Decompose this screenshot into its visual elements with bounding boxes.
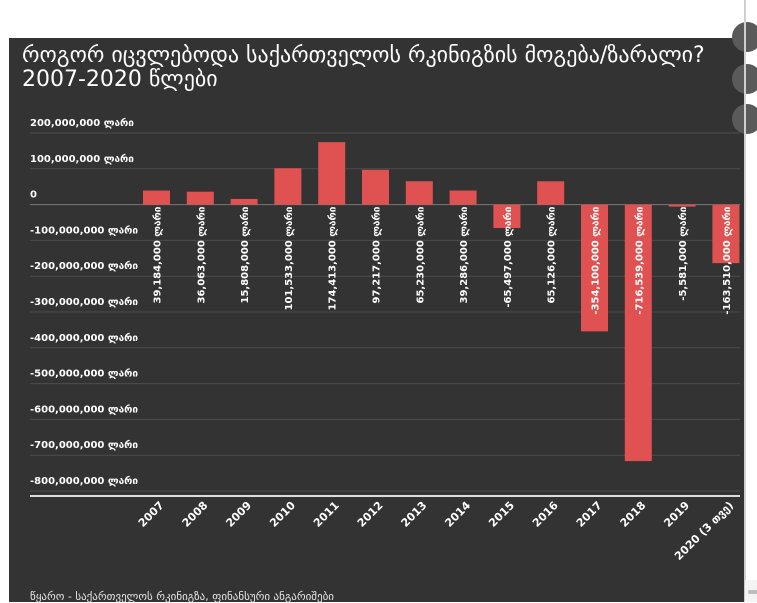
data-label: 39,184,000 ლარი bbox=[152, 206, 164, 303]
y-tick-label: -100,000,000 ლარი bbox=[30, 224, 138, 236]
bar bbox=[537, 181, 565, 205]
data-label: 65,230,000 ლარი bbox=[414, 206, 426, 303]
data-label: -716,539,000 ლარი bbox=[633, 206, 645, 314]
chart-title: როგორ იცვლებოდა საქართველოს რკინიგზის მო… bbox=[22, 43, 705, 92]
bar bbox=[186, 191, 214, 205]
y-tick-label: -700,000,000 ლარი bbox=[30, 439, 138, 451]
bar bbox=[668, 204, 696, 207]
scrollbar-track bbox=[744, 0, 746, 602]
data-label: 174,413,000 ლარი bbox=[327, 206, 339, 310]
bar bbox=[712, 204, 740, 264]
data-label: 101,533,000 ლარი bbox=[283, 206, 295, 310]
data-label: 36,063,000 ლარი bbox=[195, 206, 207, 303]
x-tick-label: 2008 bbox=[180, 499, 211, 530]
bar bbox=[274, 168, 302, 205]
x-tick-label: 2010 bbox=[267, 499, 298, 530]
bar bbox=[493, 204, 521, 229]
bar bbox=[405, 181, 433, 205]
x-tick-label: 2013 bbox=[399, 499, 430, 530]
x-tick-label: 2016 bbox=[530, 499, 561, 530]
x-tick-label: 2011 bbox=[311, 499, 342, 530]
y-tick-label: 200,000,000 ლარი bbox=[30, 117, 134, 129]
resize-handle[interactable] bbox=[744, 580, 757, 602]
x-tick-label: 2019 bbox=[661, 499, 692, 530]
bar bbox=[143, 190, 170, 205]
y-tick-label: 0 bbox=[30, 190, 37, 201]
data-label: 15,808,000 ლარი bbox=[239, 206, 251, 303]
bar bbox=[624, 204, 652, 462]
x-tick-label: 2009 bbox=[223, 499, 254, 530]
data-label: -5,581,000 ლარი bbox=[677, 206, 689, 300]
data-label: -354,100,000 ლარი bbox=[590, 206, 602, 314]
x-tick-label: 2007 bbox=[136, 499, 167, 530]
data-label: 39,286,000 ლარი bbox=[458, 206, 470, 303]
x-tick-label: 2015 bbox=[486, 499, 517, 530]
x-tick-label: 2014 bbox=[442, 499, 473, 530]
data-label: 97,217,000 ლარი bbox=[371, 206, 383, 303]
bar bbox=[362, 169, 389, 205]
data-label: -65,497,000 ლარი bbox=[502, 206, 514, 307]
y-tick-label: -500,000,000 ლარი bbox=[30, 368, 138, 380]
bar bbox=[449, 190, 477, 205]
y-tick-label: -800,000,000 ლარი bbox=[30, 475, 138, 487]
data-label: -163,510,000 ლარი bbox=[721, 206, 733, 314]
data-label: 65,126,000 ლარი bbox=[546, 206, 558, 303]
bar bbox=[318, 142, 346, 205]
bar bbox=[230, 198, 258, 205]
x-tick-label: 2017 bbox=[574, 499, 605, 530]
x-tick-label: 2018 bbox=[618, 499, 649, 530]
y-tick-label: -400,000,000 ლარი bbox=[30, 332, 138, 344]
page-header-blank bbox=[0, 0, 757, 38]
y-tick-label: -300,000,000 ლარი bbox=[30, 296, 138, 308]
bar bbox=[581, 204, 608, 332]
y-tick-label: -600,000,000 ლარი bbox=[30, 403, 138, 415]
chart-panel bbox=[9, 38, 744, 602]
x-tick-label: 2012 bbox=[355, 499, 386, 530]
y-tick-label: 100,000,000 ლარი bbox=[30, 153, 134, 165]
source-note: წყარო - საქართველოს რკინიგზა, ფინანსური … bbox=[30, 590, 334, 603]
y-tick-label: -200,000,000 ლარი bbox=[30, 260, 138, 272]
